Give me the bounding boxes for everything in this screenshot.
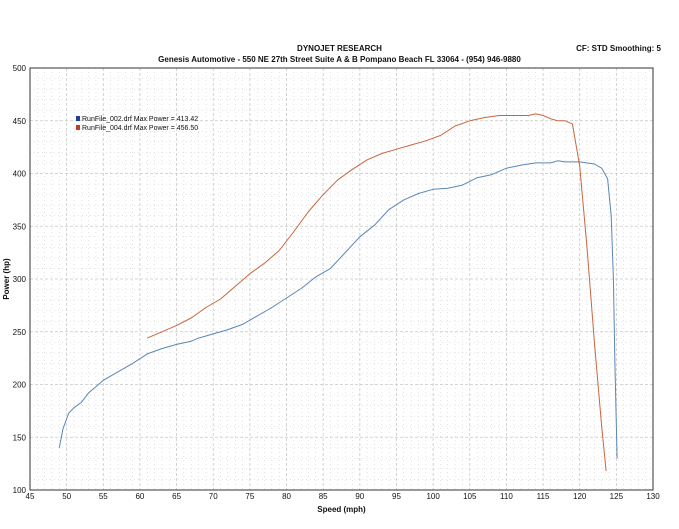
y-tick-label: 500 [13, 64, 27, 73]
y-tick-label: 150 [13, 433, 27, 442]
y-tick-label: 450 [13, 117, 27, 126]
x-tick-label: 80 [282, 492, 291, 501]
x-tick-label: 55 [99, 492, 108, 501]
x-tick-label: 110 [500, 492, 513, 501]
cf-smoothing-info: CF: STD Smoothing: 5 [576, 44, 661, 53]
x-tick-label: 60 [135, 492, 144, 501]
y-tick-label: 100 [13, 486, 27, 495]
x-tick-label: 125 [610, 492, 624, 501]
legend-marker-blue [76, 116, 80, 121]
x-tick-label: 95 [392, 492, 401, 501]
y-tick-label: 300 [13, 275, 27, 284]
chart-subtitle: Genesis Automotive - 550 NE 27th Street … [158, 55, 521, 64]
x-tick-label: 105 [463, 492, 477, 501]
x-tick-label: 45 [26, 492, 35, 501]
y-axis-label: Power (hp) [2, 258, 11, 300]
x-tick-label: 115 [537, 492, 550, 501]
x-tick-label: 50 [62, 492, 71, 501]
y-tick-label: 350 [13, 222, 27, 231]
legend-entry-run-004: RunFile_004.drf Max Power = 456.50 [82, 125, 198, 132]
x-axis-label: Speed (mph) [317, 505, 366, 514]
series-line-run-004 [147, 113, 607, 472]
series-line-run-002 [58, 160, 618, 459]
x-tick-label: 130 [646, 492, 660, 501]
x-tick-label: 70 [209, 492, 218, 501]
x-tick-label: 100 [426, 492, 440, 501]
x-tick-label: 85 [319, 492, 328, 501]
legend-entry-run-002: RunFile_002.drf Max Power = 413.42 [82, 116, 198, 123]
y-tick-label: 250 [13, 328, 27, 337]
x-tick-label: 75 [245, 492, 254, 501]
series-layer [58, 113, 618, 472]
chart-title: DYNOJET RESEARCH [297, 44, 382, 53]
plot-area [29, 67, 654, 491]
y-tick-label: 200 [13, 381, 27, 390]
y-tick-label: 400 [13, 170, 27, 179]
x-tick-label: 65 [172, 492, 181, 501]
legend: RunFile_002.drf Max Power = 413.42 RunFi… [76, 116, 198, 132]
x-tick-label: 120 [573, 492, 587, 501]
x-tick-label: 90 [355, 492, 364, 501]
tick-labels: 45 50 55 60 65 70 75 80 85 90 95 100 105 110 115 120 125… [13, 64, 661, 501]
legend-marker-red [76, 125, 80, 130]
